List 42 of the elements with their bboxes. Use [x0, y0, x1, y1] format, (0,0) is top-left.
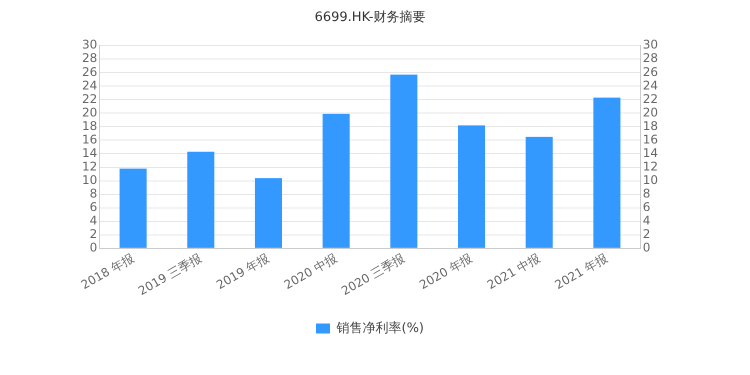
y-tick-label: 18 — [82, 118, 98, 133]
bar — [390, 74, 418, 248]
y2-tick-label: 8 — [642, 186, 650, 200]
y-tick-label: 30 — [82, 38, 98, 52]
y-tick-label: 8 — [90, 186, 98, 200]
y2-tick-label: 14 — [642, 146, 658, 160]
y2-tick-label: 6 — [642, 200, 650, 214]
y-tick-label: 10 — [82, 172, 98, 187]
y-tick-label: 28 — [82, 51, 98, 66]
y-tick-label: 22 — [82, 92, 98, 106]
bar — [458, 125, 486, 248]
y2-tick-label: 28 — [642, 51, 658, 66]
bar — [322, 114, 350, 248]
legend-label: 销售净利率(%) — [336, 320, 424, 336]
chart-title: 6699.HK-财务摘要 — [314, 10, 426, 26]
y-tick-label: 0 — [90, 240, 98, 254]
y-tick-label: 6 — [90, 200, 98, 214]
y-tick-label: 20 — [82, 105, 98, 120]
y-tick-label: 24 — [82, 78, 98, 92]
y2-tick-label: 12 — [642, 159, 658, 174]
bar — [593, 98, 620, 248]
bar — [526, 136, 553, 248]
bar — [254, 178, 282, 248]
y2-tick-label: 10 — [642, 172, 658, 187]
bar — [187, 152, 214, 248]
y2-tick-label: 2 — [642, 226, 650, 241]
y2-tick-label: 20 — [642, 105, 658, 120]
y2-tick-label: 30 — [642, 38, 658, 52]
y2-tick-label: 22 — [642, 92, 658, 106]
y-tick-label: 12 — [82, 159, 98, 174]
y2-tick-label: 24 — [642, 78, 658, 92]
y-tick-label: 4 — [90, 213, 98, 228]
y2-tick-label: 0 — [642, 240, 650, 254]
bar — [120, 168, 147, 248]
y-tick-label: 14 — [82, 146, 98, 160]
y-tick-label: 16 — [82, 132, 98, 146]
y-tick-label: 2 — [90, 226, 98, 241]
y2-tick-label: 18 — [642, 118, 658, 133]
y-tick-label: 26 — [82, 64, 98, 79]
y2-tick-label: 26 — [642, 64, 658, 79]
y2-tick-label: 4 — [642, 213, 650, 228]
y2-tick-label: 16 — [642, 132, 658, 146]
